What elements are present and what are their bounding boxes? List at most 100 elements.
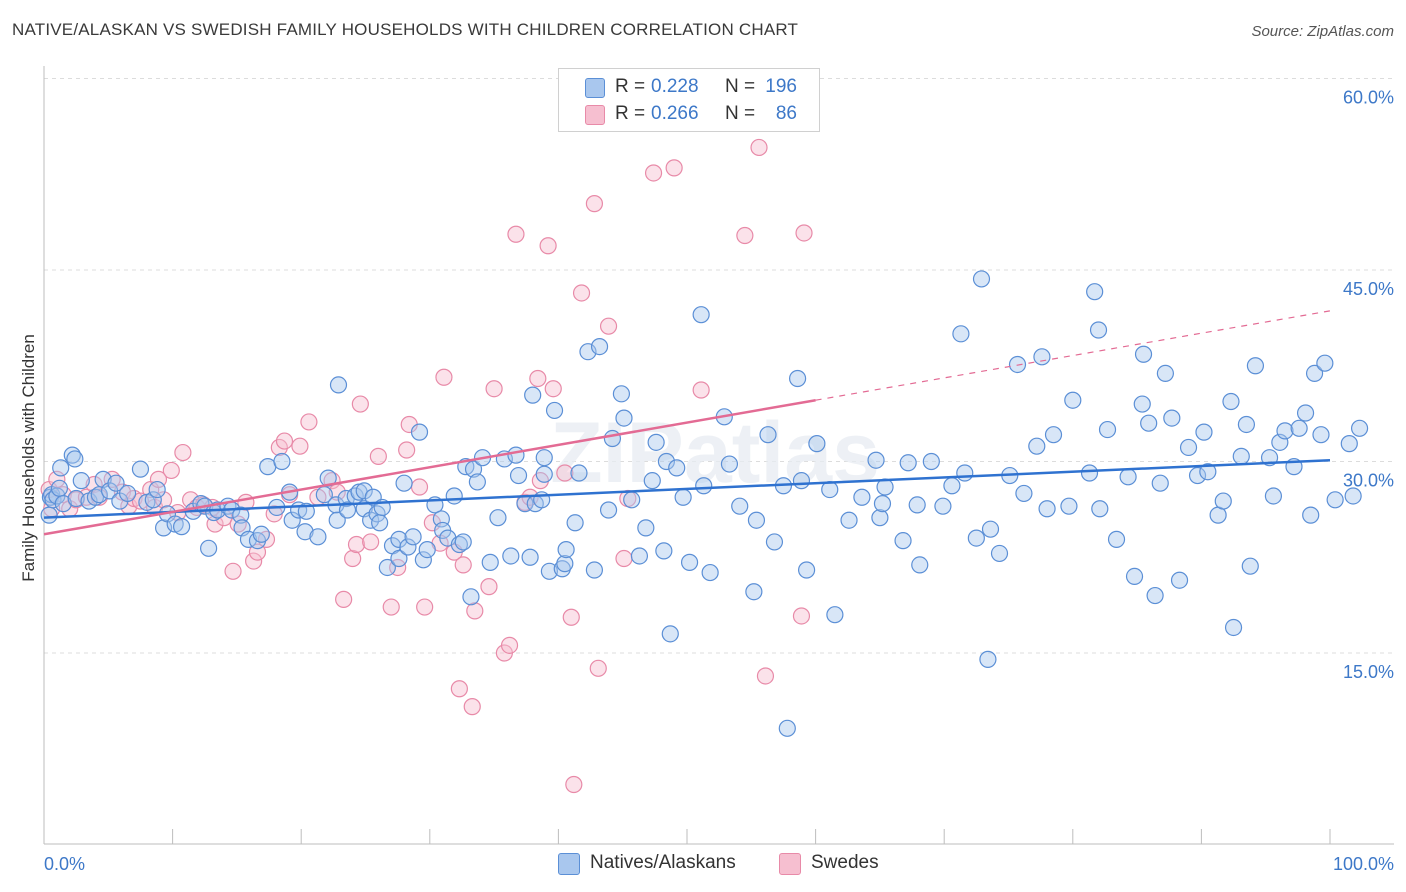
- natives-alaskans-point: [502, 547, 520, 565]
- natives-alaskans-point: [623, 491, 641, 509]
- natives-alaskans-point: [747, 511, 766, 529]
- swedes-point: [435, 368, 453, 386]
- swedes-point: [347, 535, 366, 554]
- natives-alaskans-point: [1214, 492, 1232, 510]
- stats-row-swedes: R = 0.266 N = 86: [559, 100, 819, 128]
- r-label: R =: [615, 103, 646, 124]
- gridlines: [44, 78, 1394, 654]
- swedes-point: [85, 475, 103, 494]
- n-value: 196: [765, 76, 797, 97]
- swedes-point: [300, 413, 318, 431]
- swedes-point: [291, 437, 309, 455]
- swedes-legend-label: Swedes: [811, 852, 879, 873]
- chart-title: NATIVE/ALASKAN VS SWEDISH FAMILY HOUSEHO…: [12, 20, 799, 39]
- natives-alaskans-point: [668, 459, 686, 477]
- swedes-point: [562, 608, 580, 626]
- natives-alaskans-point: [371, 514, 389, 532]
- natives-alaskans-point: [468, 473, 486, 491]
- natives-alaskans-point: [418, 540, 436, 559]
- natives-alaskans-point: [867, 451, 885, 469]
- natives-alaskans-point: [630, 547, 649, 565]
- natives-alaskans-point: [1134, 345, 1153, 363]
- natives-alaskans-point: [731, 497, 749, 515]
- natives-alaskans-point: [283, 511, 301, 529]
- natives-alaskans-point: [701, 563, 719, 582]
- stats-legend: R = 0.228 N = 196 R = 0.266 N = 86: [558, 68, 820, 132]
- swedes-point: [792, 607, 811, 625]
- natives-alaskans-point: [853, 488, 871, 506]
- natives-alaskans-point: [981, 520, 1000, 538]
- natives-alaskans-point: [612, 385, 631, 403]
- r-value: 0.228: [651, 76, 699, 97]
- natives-alaskans-point: [1125, 567, 1144, 586]
- swedes-point: [257, 530, 276, 548]
- natives-alaskans-point: [464, 460, 483, 478]
- natives-alaskans-point: [797, 561, 816, 579]
- natives-alaskans-point: [390, 549, 408, 568]
- swedes-point: [750, 138, 768, 157]
- natives-alaskans-point: [1316, 354, 1334, 372]
- natives-alaskans-point: [273, 452, 291, 471]
- swedes-point: [131, 492, 150, 510]
- natives-alaskans-point: [871, 509, 889, 527]
- y-tick-label: 15.0%: [1343, 662, 1394, 682]
- swedes-point: [572, 284, 591, 302]
- natives-alaskans-point: [943, 477, 961, 495]
- natives-alaskans-point: [1086, 283, 1104, 301]
- natives-alaskans-point: [720, 455, 739, 473]
- natives-alaskans-point: [1344, 487, 1362, 505]
- natives-alaskans-point: [50, 479, 69, 497]
- swedes-point: [539, 237, 557, 255]
- swedes-point: [485, 380, 503, 398]
- natives-alaskans-point: [395, 474, 413, 492]
- swedes-point: [589, 659, 607, 677]
- natives-alaskans-point: [1276, 422, 1294, 440]
- n-label: N =: [725, 76, 756, 97]
- natives-alaskans-point: [657, 452, 676, 471]
- swedes-point: [585, 195, 604, 213]
- natives-alaskans-point: [990, 544, 1009, 563]
- natives-alaskans-point: [934, 497, 952, 515]
- natives-alaskans-point: [131, 460, 150, 478]
- y-tick-label: 60.0%: [1343, 88, 1394, 108]
- natives-alaskans-point: [972, 270, 991, 288]
- natives-alaskans-point: [599, 501, 618, 519]
- natives-alaskans-point: [1119, 468, 1137, 486]
- natives-alaskans-point: [481, 553, 499, 571]
- natives-alaskans-point: [1156, 364, 1174, 383]
- natives-alaskans-point: [566, 514, 584, 532]
- swedes-point: [500, 636, 519, 654]
- swedes-point: [795, 224, 813, 242]
- natives-alaskans-point: [570, 464, 588, 482]
- natives-alaskans-point: [462, 588, 480, 606]
- natives-alaskans-point: [309, 528, 327, 546]
- swedes-swatch: [585, 105, 605, 125]
- swedes-point: [507, 225, 525, 243]
- natives-legend-label: Natives/Alaskans: [590, 852, 736, 873]
- natives-alaskans-point: [826, 606, 844, 624]
- natives-alaskans-point: [239, 530, 258, 548]
- natives-alaskans-point: [603, 429, 622, 448]
- natives-alaskans-point: [1179, 438, 1198, 457]
- natives-alaskans-point: [507, 446, 525, 464]
- natives-alaskans-point: [894, 532, 912, 550]
- natives-alaskans-point: [524, 386, 542, 404]
- natives-alaskans-point: [445, 487, 463, 505]
- natives-alaskans-point: [899, 454, 917, 472]
- swedes-point: [736, 226, 754, 245]
- natives-alaskans-point: [1015, 484, 1033, 503]
- swedes-point: [344, 549, 362, 568]
- natives-alaskans-point: [695, 477, 713, 495]
- swedes-point: [544, 380, 562, 398]
- natives-alaskans-point: [1064, 391, 1082, 409]
- natives-alaskans-point: [1326, 491, 1344, 509]
- natives-alaskans-point: [72, 472, 90, 490]
- natives-alaskans-point: [615, 409, 633, 427]
- natives-alaskans-point: [535, 465, 553, 483]
- natives-alaskans-point: [338, 501, 357, 519]
- trend-lines: [43, 310, 1331, 536]
- swedes-point: [351, 395, 369, 413]
- natives-alaskans-point: [399, 538, 417, 556]
- swedes-point: [529, 369, 547, 388]
